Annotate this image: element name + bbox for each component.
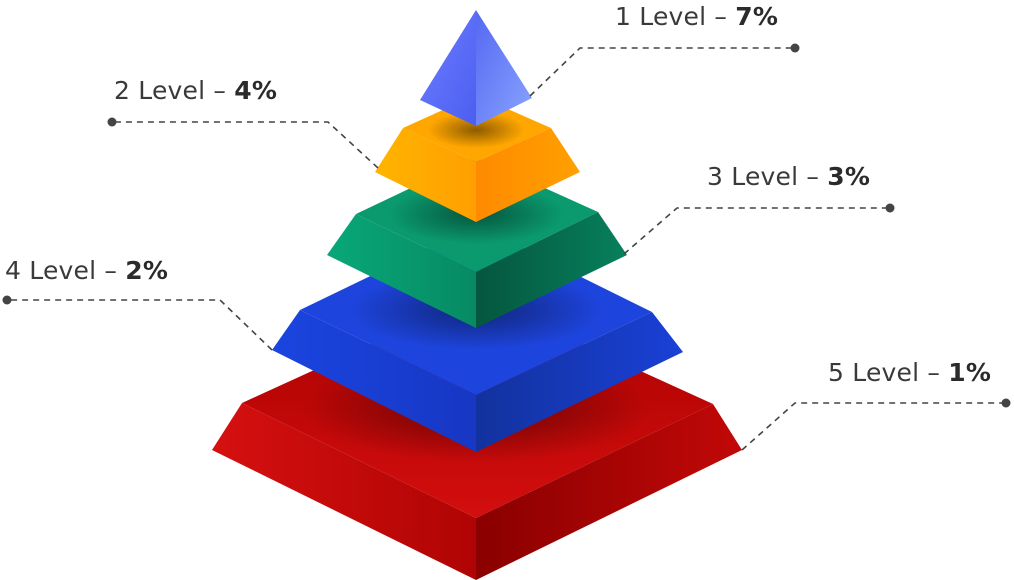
- level-3-separator: –: [806, 162, 820, 191]
- level-3-percent: 3%: [827, 162, 871, 191]
- tier-4-right-face: [476, 312, 683, 452]
- tier-1-left-face: [420, 10, 476, 126]
- level-2-percent: 4%: [234, 76, 278, 105]
- tier-3-right-face: [476, 212, 627, 328]
- tier-2-left-face: [375, 128, 476, 222]
- leader-dot-2: [107, 117, 117, 127]
- tier-level-2: [375, 95, 580, 222]
- level-5-percent: 1%: [948, 358, 992, 387]
- level-1-separator: –: [714, 2, 728, 31]
- level-5-name: 5 Level: [828, 358, 920, 387]
- leader-dot-4: [2, 295, 12, 305]
- label-level-5: 5 Level – 1%: [828, 358, 991, 388]
- level-4-name: 4 Level: [5, 256, 97, 285]
- tier-1-right-face: [476, 10, 532, 126]
- label-level-3: 3 Level – 3%: [707, 162, 870, 192]
- level-1-percent: 7%: [735, 2, 779, 31]
- tier-5-left-face: [212, 403, 476, 580]
- tier-3-left-face: [327, 214, 476, 328]
- tier-5-right-face: [476, 404, 742, 580]
- level-2-separator: –: [213, 76, 227, 105]
- leader-line-1: [529, 47, 795, 97]
- leader-dot-3: [885, 203, 895, 213]
- level-4-percent: 2%: [125, 256, 169, 285]
- tier-2-right-face: [476, 128, 580, 222]
- level-3-name: 3 Level: [707, 162, 799, 191]
- leader-line-5: [741, 402, 1006, 451]
- level-5-separator: –: [927, 358, 941, 387]
- label-level-4: 4 Level – 2%: [5, 256, 168, 286]
- leader-line-2: [112, 121, 379, 169]
- label-level-1: 1 Level – 7%: [615, 2, 778, 32]
- leader-line-3: [623, 207, 890, 255]
- leader-line-4: [7, 299, 273, 351]
- label-level-2: 2 Level – 4%: [114, 76, 277, 106]
- tier-2-shadow: [428, 112, 524, 148]
- level-2-name: 2 Level: [114, 76, 206, 105]
- level-1-name: 1 Level: [615, 2, 707, 31]
- level-4-separator: –: [104, 256, 118, 285]
- tier-level-1: [420, 10, 532, 126]
- tier-4-left-face: [272, 310, 476, 452]
- leader-dot-1: [790, 43, 800, 53]
- leader-dot-5: [1001, 398, 1011, 408]
